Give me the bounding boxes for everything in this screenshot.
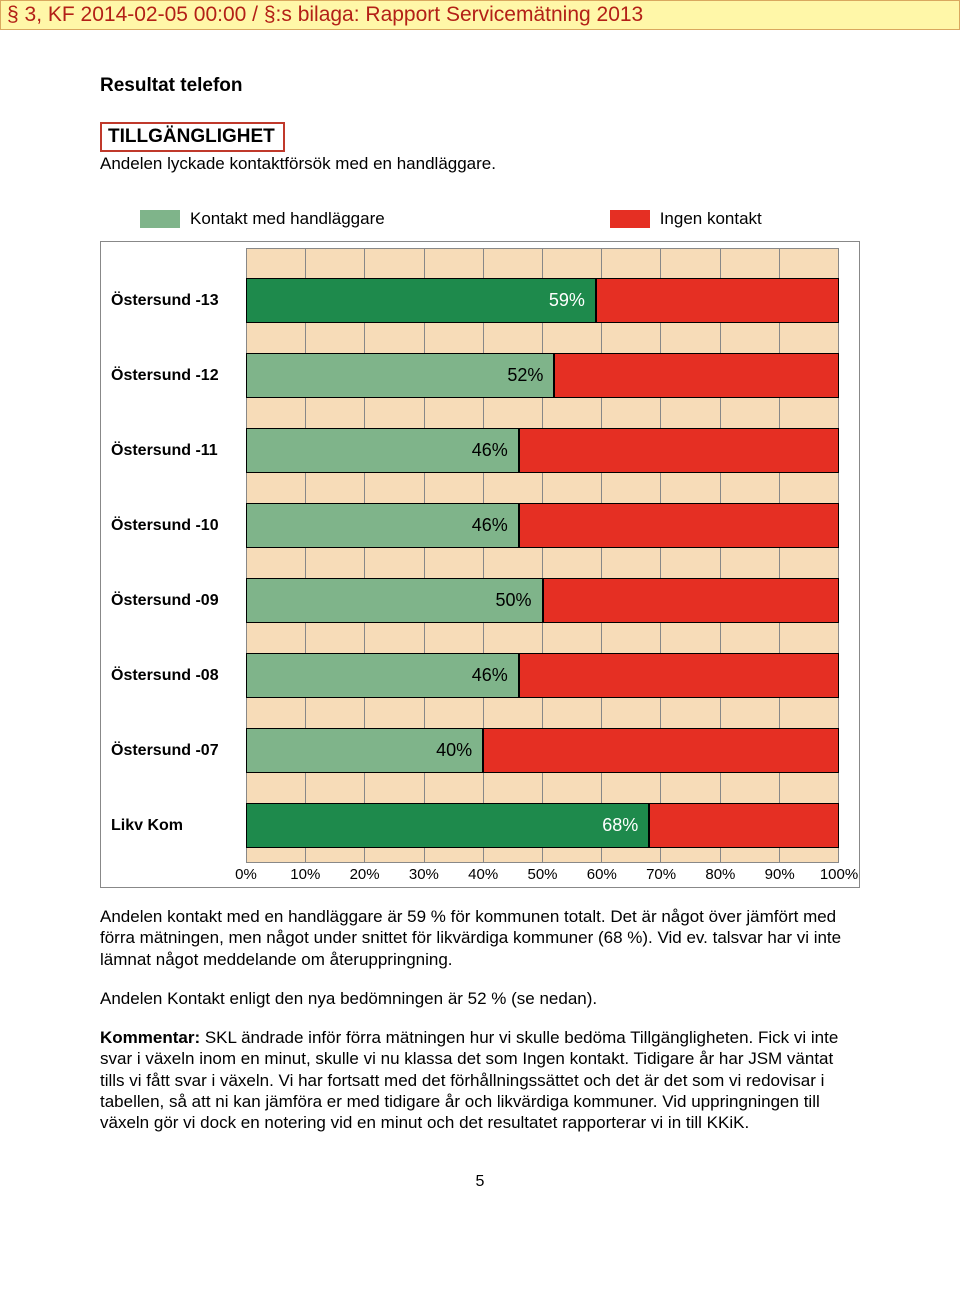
bar-segment-nocontact [519, 653, 839, 698]
chart-bar: 50% [246, 578, 839, 623]
xaxis-tick: 100% [820, 866, 858, 883]
chart-row-label: Östersund -10 [101, 503, 246, 548]
legend-label-a: Kontakt med handläggare [190, 209, 385, 229]
legend-swatch-a [140, 210, 180, 228]
paragraph-1: Andelen kontakt med en handläggare är 59… [100, 906, 860, 970]
chart-container: Östersund -1359%Östersund -1252%Östersun… [100, 241, 860, 888]
bar-segment-nocontact [519, 428, 839, 473]
xaxis-tick: 0% [235, 866, 257, 883]
chart-row-label: Östersund -12 [101, 353, 246, 398]
bar-segment-nocontact [519, 503, 839, 548]
legend-item-a: Kontakt med handläggare [140, 209, 385, 229]
chart-row-label: Östersund -08 [101, 653, 246, 698]
chart-row-label: Likv Kom [101, 803, 246, 848]
paragraph-2: Andelen Kontakt enligt den nya bedömning… [100, 988, 860, 1009]
bar-segment-nocontact [543, 578, 840, 623]
xaxis-tick: 60% [587, 866, 617, 883]
chart-bar: 40% [246, 728, 839, 773]
xaxis-tick: 80% [705, 866, 735, 883]
section-title: Resultat telefon [100, 75, 860, 97]
xaxis-tick: 30% [409, 866, 439, 883]
xaxis-tick: 70% [646, 866, 676, 883]
bar-segment-contact: 46% [246, 653, 519, 698]
chart-xaxis: 0%10%20%30%40%50%60%70%80%90%100% [246, 863, 839, 887]
chart-bar: 46% [246, 503, 839, 548]
page-number: 5 [0, 1173, 960, 1211]
bar-segment-contact: 50% [246, 578, 543, 623]
chart-row-label: Östersund -07 [101, 728, 246, 773]
chart-legend: Kontakt med handläggare Ingen kontakt [140, 209, 860, 229]
xaxis-tick: 90% [765, 866, 795, 883]
legend-item-b: Ingen kontakt [610, 209, 762, 229]
chart-row-label: Östersund -11 [101, 428, 246, 473]
bar-segment-contact: 40% [246, 728, 483, 773]
xaxis-tick: 10% [290, 866, 320, 883]
legend-label-b: Ingen kontakt [660, 209, 762, 229]
bar-segment-nocontact [483, 728, 839, 773]
chart-bar: 68% [246, 803, 839, 848]
bar-segment-nocontact [649, 803, 839, 848]
content: Resultat telefon TILLGÄNGLIGHET Andelen … [0, 75, 960, 1133]
bar-segment-contact: 52% [246, 353, 554, 398]
chart-bar: 59% [246, 278, 839, 323]
category-subtitle: Andelen lyckade kontaktförsök med en han… [100, 154, 860, 174]
xaxis-tick: 40% [468, 866, 498, 883]
bar-segment-contact: 59% [246, 278, 596, 323]
paragraph-3: Kommentar: SKL ändrade inför förra mätni… [100, 1027, 860, 1133]
bar-segment-contact: 46% [246, 503, 519, 548]
chart-bar: 46% [246, 428, 839, 473]
legend-swatch-b [610, 210, 650, 228]
chart-row-label: Östersund -09 [101, 578, 246, 623]
chart-row-label: Östersund -13 [101, 278, 246, 323]
bar-segment-nocontact [554, 353, 839, 398]
bar-segment-contact: 68% [246, 803, 649, 848]
chart-bar: 52% [246, 353, 839, 398]
chart-bar: 46% [246, 653, 839, 698]
paragraph-3-text: SKL ändrade inför förra mätningen hur vi… [100, 1028, 838, 1132]
category-title: TILLGÄNGLIGHET [108, 126, 275, 147]
paragraph-3-bold: Kommentar: [100, 1028, 200, 1047]
xaxis-tick: 50% [527, 866, 557, 883]
bar-segment-contact: 46% [246, 428, 519, 473]
category-box: TILLGÄNGLIGHET [100, 122, 285, 152]
bar-segment-nocontact [596, 278, 839, 323]
xaxis-tick: 20% [350, 866, 380, 883]
chart-plot: Östersund -1359%Östersund -1252%Östersun… [101, 248, 859, 863]
doc-header: § 3, KF 2014-02-05 00:00 / §:s bilaga: R… [0, 0, 960, 30]
